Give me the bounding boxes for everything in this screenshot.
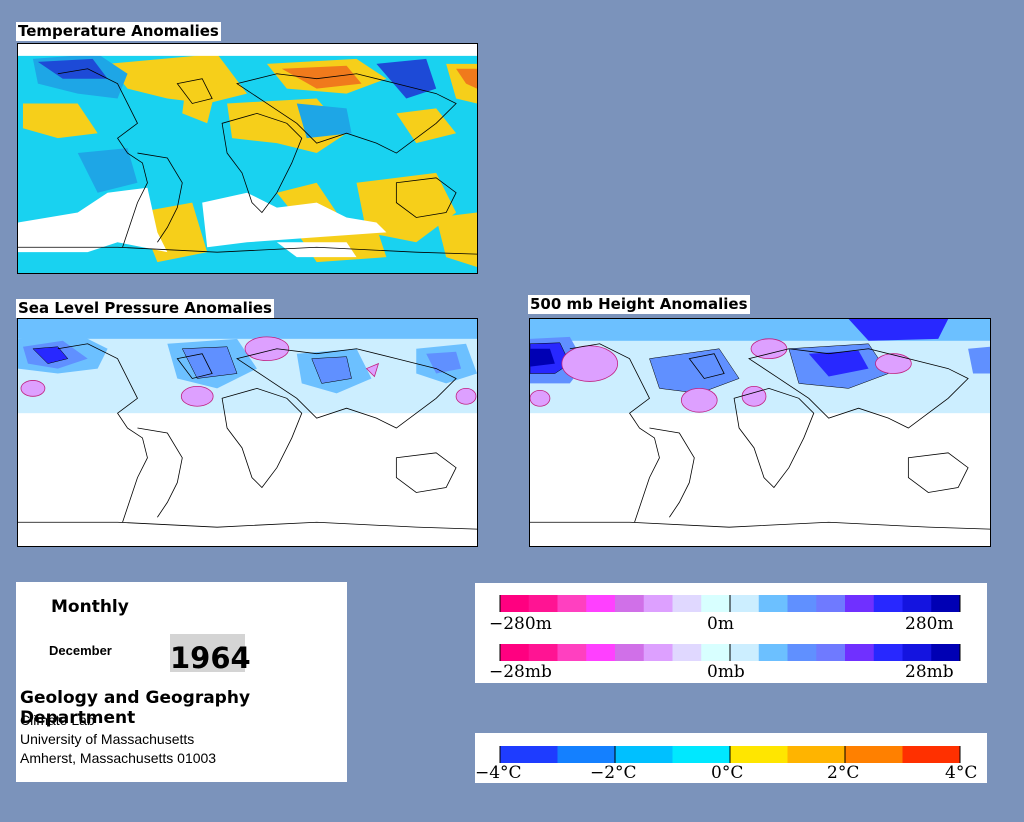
- height-mid-label: 0m: [707, 614, 734, 634]
- colorbar-segment: [758, 644, 788, 661]
- colorbar-segment: [643, 644, 673, 661]
- colorbar-segment: [528, 644, 558, 661]
- height500-map-title: 500 mb Height Anomalies: [528, 295, 750, 314]
- colorbar-segment: [500, 746, 558, 763]
- colorbar-segment: [873, 595, 903, 612]
- lab-name: Climate Lab: [20, 712, 95, 728]
- height-pressure-legend: −280m 0m 280m −28mb 0mb 28mb: [475, 583, 987, 683]
- colorbar-segment: [672, 595, 702, 612]
- department-name: Geology and Geography Department: [20, 688, 251, 728]
- pressure-mid-label: 0mb: [707, 662, 745, 682]
- colorbar-segment: [845, 595, 875, 612]
- pressure-max-label: 28mb: [905, 662, 954, 682]
- temp-label-minus2: −2°C: [590, 763, 637, 783]
- colorbar-segment: [730, 644, 760, 661]
- colorbar-segment: [500, 644, 530, 661]
- height-min-label: −280m: [489, 614, 552, 634]
- temp-label-plus4: 4°C: [945, 763, 977, 783]
- height500-anomaly-map: [529, 318, 991, 547]
- year-display: 1964: [170, 634, 251, 675]
- colorbar-segment: [816, 595, 846, 612]
- slp-anomaly-map: [17, 318, 478, 547]
- colorbar-segment: [557, 644, 587, 661]
- slp-map-title: Sea Level Pressure Anomalies: [16, 299, 274, 318]
- colorbar-segment: [500, 595, 530, 612]
- colorbar-segment: [787, 746, 846, 763]
- colorbar-segment: [557, 595, 587, 612]
- pressure-min-label: −28mb: [489, 662, 552, 682]
- colorbar-segment: [528, 595, 558, 612]
- colorbar-segment: [615, 644, 645, 661]
- temperature-legend: −4°C −2°C 0°C 2°C 4°C: [475, 733, 987, 783]
- height-max-label: 280m: [905, 614, 954, 634]
- colorbar-segment: [816, 644, 846, 661]
- colorbar-segment: [730, 746, 788, 763]
- colorbar-segment: [758, 595, 788, 612]
- temp-label-plus2: 2°C: [827, 763, 859, 783]
- colorbar-segment: [672, 644, 702, 661]
- colorbar-segment: [730, 595, 760, 612]
- colorbar-segment: [672, 746, 731, 763]
- period-mode: Monthly: [51, 597, 129, 617]
- height-colorbar: [499, 595, 961, 612]
- colorbar-segment: [845, 644, 875, 661]
- temperature-anomaly-map: [17, 43, 478, 274]
- colorbar-segment: [845, 746, 903, 763]
- colorbar-segment: [902, 595, 932, 612]
- temperature-colorbar: [499, 746, 961, 763]
- colorbar-segment: [557, 746, 616, 763]
- colorbar-segment: [902, 644, 932, 661]
- colorbar-segment: [873, 644, 903, 661]
- info-panel: Monthly December 1964 Geology and Geogra…: [16, 582, 347, 782]
- address: Amherst, Massachusetts 01003: [20, 750, 217, 766]
- colorbar-segment: [701, 644, 731, 661]
- temp-label-minus4: −4°C: [475, 763, 522, 783]
- colorbar-segment: [615, 746, 673, 763]
- month-label: December: [49, 643, 112, 658]
- colorbar-segment: [586, 595, 616, 612]
- temperature-map-title: Temperature Anomalies: [16, 22, 221, 41]
- colorbar-segment: [615, 595, 645, 612]
- pressure-colorbar: [499, 644, 961, 661]
- colorbar-segment: [902, 746, 961, 763]
- university-name: University of Massachusetts: [20, 731, 195, 747]
- colorbar-segment: [931, 595, 961, 612]
- colorbar-segment: [701, 595, 731, 612]
- colorbar-segment: [586, 644, 616, 661]
- colorbar-segment: [931, 644, 961, 661]
- colorbar-segment: [643, 595, 673, 612]
- colorbar-segment: [787, 644, 817, 661]
- temp-label-zero: 0°C: [711, 763, 743, 783]
- colorbar-segment: [787, 595, 817, 612]
